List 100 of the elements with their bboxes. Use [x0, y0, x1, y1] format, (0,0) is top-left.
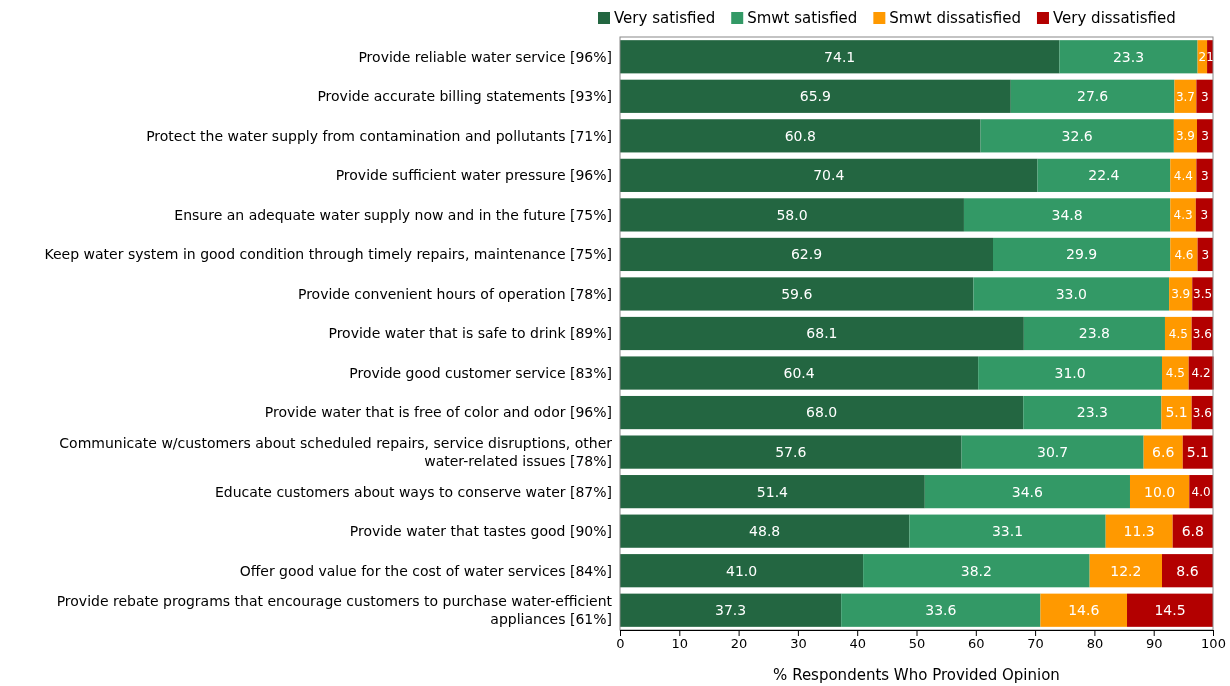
bar — [620, 475, 925, 509]
data-label: 3.9 — [1175, 129, 1195, 144]
data-label: 3.5 — [1193, 287, 1213, 302]
data-label: 22.4 — [1088, 167, 1120, 184]
y-tick-label: Provide water that is free of color and odor [96%] — [264, 404, 612, 421]
y-tick-label: Keep water system in good condition through timely repairs, maintenance [75%] — [44, 246, 612, 263]
data-label: 14.6 — [1068, 602, 1100, 619]
data-label: 14.5 — [1154, 602, 1186, 619]
data-label: 6.6 — [1152, 444, 1175, 460]
y-tick-label: Provide convenient hours of operation [78%] — [297, 285, 612, 302]
y-tick-label: Protect the water supply from contamination and pollutants [71%] — [146, 127, 612, 144]
legend-label: Very satisfied — [614, 9, 716, 27]
bar — [620, 198, 964, 232]
bar — [620, 119, 981, 153]
data-label: 65.9 — [799, 88, 831, 105]
data-label: 5.1 — [1186, 444, 1210, 460]
data-label: 29.9 — [1066, 246, 1098, 263]
bar — [620, 277, 974, 311]
bar — [978, 356, 1162, 390]
data-label: 3 — [1200, 168, 1209, 183]
data-label: 11.3 — [1123, 523, 1155, 540]
data-label: 4.6 — [1174, 247, 1194, 262]
x-tick-label: 10 — [671, 636, 689, 652]
bar — [1162, 356, 1189, 390]
bar — [973, 277, 1170, 311]
data-label: 6.8 — [1181, 523, 1204, 540]
y-tick-label: Provide water that tastes good [90%] — [349, 523, 612, 540]
x-tick-label: 80 — [1086, 636, 1104, 652]
bar — [841, 593, 1041, 627]
x-tick-label: 20 — [730, 636, 748, 652]
data-label: 2 — [1198, 49, 1207, 64]
data-label: 31.0 — [1054, 364, 1086, 381]
bar — [963, 198, 1171, 232]
data-label: 33.6 — [925, 602, 957, 619]
bar — [1174, 79, 1197, 113]
x-tick-label: 30 — [790, 636, 807, 652]
data-label: 48.8 — [749, 523, 781, 540]
bar — [1023, 316, 1165, 351]
data-label: 3.6 — [1192, 405, 1212, 420]
data-label: 23.3 — [1076, 404, 1108, 421]
bar — [909, 514, 1106, 548]
bar — [1162, 554, 1213, 588]
data-label: 33.1 — [991, 523, 1024, 540]
x-tick-label: 40 — [849, 636, 866, 652]
data-label: 58.0 — [776, 206, 808, 223]
bar — [620, 237, 993, 272]
data-label: 38.2 — [960, 562, 992, 579]
data-label: 4.3 — [1173, 208, 1193, 223]
data-label: 23.8 — [1078, 325, 1110, 342]
x-axis-title: % Respondents Who Provided Opinion — [773, 666, 1060, 684]
data-label: 4.2 — [1191, 366, 1211, 381]
bar — [1170, 198, 1196, 232]
bar — [1059, 40, 1198, 74]
data-label: 8.6 — [1176, 562, 1199, 579]
data-label: 23.3 — [1112, 48, 1145, 65]
data-label: 5.1 — [1165, 404, 1188, 421]
bar — [1127, 593, 1213, 627]
bar — [961, 435, 1144, 469]
data-label: 60.8 — [784, 127, 816, 144]
bar — [1143, 435, 1183, 469]
x-tick-label: 90 — [1145, 636, 1163, 652]
data-label: 34.6 — [1011, 483, 1044, 500]
data-label: 70.4 — [813, 167, 845, 184]
data-label: 68.1 — [806, 325, 838, 342]
bar — [1161, 395, 1192, 430]
data-label: 41.0 — [725, 562, 758, 579]
data-label: 27.6 — [1077, 88, 1109, 105]
bar — [924, 475, 1130, 509]
y-tick-label: Communicate w/customers about scheduled repairs, service disruptions, other water-related issues [78%] — [59, 435, 613, 469]
data-label: 74.1 — [824, 48, 856, 65]
bar — [1037, 158, 1171, 192]
data-label: 3 — [1201, 129, 1209, 144]
data-label: 4.4 — [1173, 168, 1193, 183]
y-tick-label: Provide water that is safe to drink [89%] — [328, 325, 612, 342]
data-label: 68.0 — [806, 404, 838, 421]
bar — [620, 316, 1024, 351]
bar — [993, 237, 1171, 272]
bar — [1089, 554, 1163, 588]
data-label: 3 — [1201, 247, 1210, 262]
data-label: 3 — [1200, 89, 1209, 104]
data-label: 57.6 — [775, 444, 807, 460]
bar — [620, 40, 1060, 74]
y-tick-label: Provide good customer service [83%] — [349, 364, 612, 381]
bar — [1023, 395, 1162, 430]
data-label: 60.4 — [783, 364, 815, 381]
x-tick-label: 60 — [968, 636, 985, 652]
x-tick-label: 0 — [616, 636, 625, 652]
data-label: 3.6 — [1192, 326, 1212, 341]
data-label: 1 — [1206, 49, 1214, 64]
data-label: 37.3 — [715, 602, 747, 619]
y-tick-label: Ensure an adequate water supply now and in the future [75%] — [174, 206, 612, 223]
x-tick-label: 100 — [1201, 636, 1226, 652]
data-label: 12.2 — [1110, 562, 1142, 579]
legend-label: Very dissatisfied — [1052, 9, 1176, 27]
legend-label: Smwt satisfied — [747, 9, 858, 27]
bar — [620, 435, 962, 469]
x-tick-label: 50 — [908, 636, 926, 652]
data-label: 4.5 — [1165, 366, 1185, 381]
data-label: 3 — [1200, 208, 1209, 223]
bar — [1170, 158, 1197, 192]
